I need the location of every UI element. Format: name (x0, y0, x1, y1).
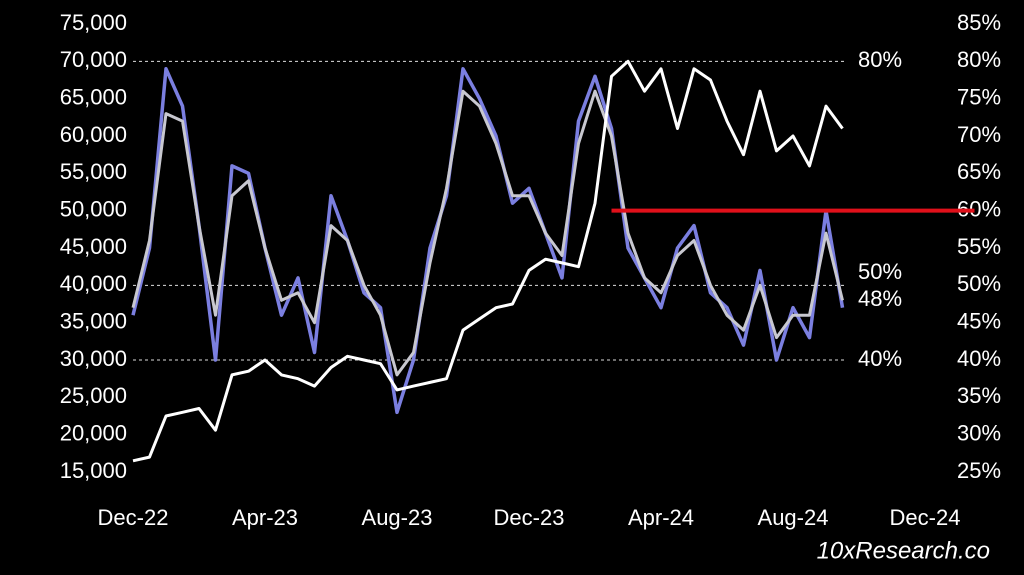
series-line (132, 59, 844, 463)
y-tick-label: 45,000 (60, 234, 127, 259)
y2-tick-label: 75% (957, 84, 1001, 109)
annotation-label: 48% (858, 286, 902, 311)
x-tick-label: Dec-22 (98, 505, 169, 530)
y2-tick-label: 25% (957, 458, 1001, 483)
x-tick-label: Apr-23 (232, 505, 298, 530)
y2-tick-label: 45% (957, 308, 1001, 333)
x-tick-label: Aug-24 (758, 505, 829, 530)
x-tick-label: Apr-24 (628, 505, 694, 530)
y-tick-label: 30,000 (60, 346, 127, 371)
y-tick-label: 70,000 (60, 47, 127, 72)
annotation-label: 50% (858, 259, 902, 284)
y2-tick-label: 70% (957, 122, 1001, 147)
x-tick-label: Aug-23 (362, 505, 433, 530)
y-tick-label: 75,000 (60, 10, 127, 35)
source: 10xResearch.co (817, 537, 990, 564)
annotation-label: 80% (858, 47, 902, 72)
y-tick-label: 60,000 (60, 122, 127, 147)
y2-tick-label: 80% (957, 47, 1001, 72)
y2-tick-label: 50% (957, 271, 1001, 296)
y2-tick-label: 85% (957, 10, 1001, 35)
annotation-label: 40% (858, 346, 902, 371)
x-tick-label: Dec-23 (494, 505, 565, 530)
y2-tick-label: 35% (957, 383, 1001, 408)
y-tick-label: 25,000 (60, 383, 127, 408)
y-tick-label: 35,000 (60, 308, 127, 333)
y-tick-label: 40,000 (60, 271, 127, 296)
y-tick-label: 50,000 (60, 196, 127, 221)
y2-tick-label: 55% (957, 234, 1001, 259)
series-line (131, 89, 844, 377)
y2-tick-label: 30% (957, 420, 1001, 445)
y-tick-label: 20,000 (60, 420, 127, 445)
y2-tick-label: 40% (957, 346, 1001, 371)
y-tick-label: 15,000 (60, 458, 127, 483)
y-tick-label: 55,000 (60, 159, 127, 184)
x-tick-label: Dec-24 (890, 505, 961, 530)
y2-tick-label: 65% (957, 159, 1001, 184)
y-tick-label: 65,000 (60, 84, 127, 109)
